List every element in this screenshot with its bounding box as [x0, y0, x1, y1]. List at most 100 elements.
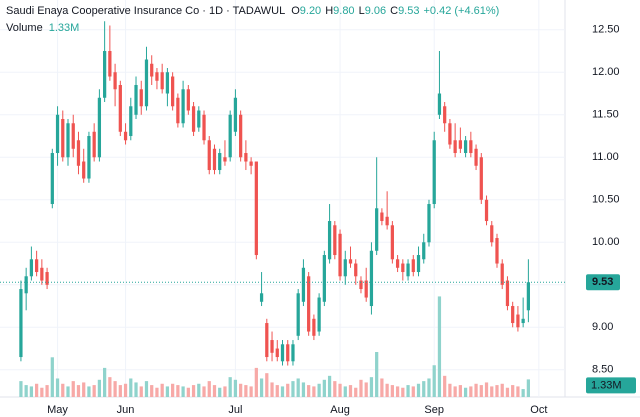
volume-bar: [416, 383, 421, 397]
candle-body: [511, 306, 515, 324]
candle-body: [212, 148, 217, 171]
candle-body: [484, 199, 489, 222]
volume-bar: [223, 386, 227, 397]
y-tick-label: 9.00: [592, 321, 613, 333]
candle-body: [29, 259, 34, 277]
x-tick-label: Jul: [228, 404, 242, 416]
candle-body: [197, 110, 201, 128]
volume-bar: [259, 378, 264, 397]
candle-body: [380, 212, 384, 222]
volume-bar: [228, 377, 232, 397]
candle-body: [469, 140, 473, 154]
candle-body: [286, 344, 290, 362]
candle-body: [275, 348, 279, 358]
volume-bar: [29, 386, 34, 397]
candle-body: [181, 89, 185, 124]
volume-bar: [134, 382, 138, 397]
candle-body: [233, 97, 238, 132]
volume-bar: [275, 385, 279, 397]
candle-body: [76, 140, 81, 166]
candle-body: [343, 259, 347, 277]
y-tick-label: 8.50: [592, 364, 613, 376]
volume-legend-value: 1.33M: [49, 22, 80, 34]
volume-bar: [165, 386, 170, 397]
volume-bar: [239, 383, 243, 397]
candle-body: [432, 140, 436, 205]
candle-body: [348, 259, 353, 264]
volume-bar: [66, 386, 70, 397]
high-value: 9.80: [333, 5, 354, 17]
candle-body: [458, 140, 462, 149]
candle-body: [108, 51, 112, 77]
candle-body: [66, 123, 70, 158]
open-label: O: [291, 5, 300, 17]
candle-body: [296, 293, 300, 336]
candle-body: [327, 221, 332, 260]
volume-bar: [458, 385, 462, 397]
candle-body: [254, 161, 258, 256]
volume-bar: [359, 379, 363, 397]
symbol-title: Saudi Enaya Cooperative Insurance Co · 1…: [6, 5, 285, 17]
volume-bar: [291, 381, 295, 397]
candle-body: [113, 72, 117, 90]
volume-bar: [181, 386, 185, 397]
volume-bar: [286, 383, 290, 397]
candle-body: [82, 161, 86, 179]
volume-bar: [411, 386, 415, 397]
candle-body: [92, 131, 96, 158]
candle-body: [150, 63, 154, 77]
volume-legend: Volume 1.33M: [6, 22, 79, 34]
candle-body: [490, 225, 494, 243]
low-value: 9.06: [365, 5, 386, 17]
candle-body: [369, 250, 374, 307]
volume-bar: [202, 386, 206, 397]
volume-bar: [249, 386, 253, 397]
candle-body: [103, 51, 107, 98]
x-tick-label: Oct: [530, 404, 547, 416]
candle-body: [333, 225, 337, 256]
volume-bar: [432, 365, 436, 397]
volume-bar: [207, 381, 211, 397]
volume-bar: [511, 385, 515, 397]
candle-body: [34, 259, 39, 273]
candle-body: [463, 140, 468, 154]
candle-body: [61, 119, 65, 158]
volume-bar: [390, 385, 394, 397]
candle-body: [474, 148, 478, 166]
volume-bar: [301, 382, 306, 397]
candle-body: [50, 153, 54, 205]
volume-bar: [505, 387, 510, 397]
volume-bar: [254, 367, 258, 397]
volume-bar: [401, 387, 405, 397]
candle-body: [500, 263, 504, 285]
candle-body: [375, 208, 379, 251]
candle-body: [401, 263, 405, 273]
candle-body: [155, 72, 159, 81]
last-price-label: 9.53: [592, 276, 613, 288]
y-tick-label: 10.00: [592, 236, 620, 248]
volume-bar: [50, 357, 54, 397]
volume-bar: [87, 386, 91, 397]
volume-bar: [437, 296, 442, 397]
candle-body: [479, 157, 483, 200]
volume-bar: [385, 383, 389, 397]
candle-body: [118, 85, 122, 132]
volume-bar: [108, 377, 112, 397]
y-tick-label: 11.00: [592, 151, 619, 163]
volume-bar: [71, 381, 75, 397]
volume-bar: [500, 383, 504, 397]
volume-bar: [422, 381, 426, 397]
candle-body: [123, 131, 128, 141]
volume-bar: [280, 386, 285, 397]
volume-bar: [233, 379, 238, 397]
y-tick-label: 12.00: [592, 66, 620, 78]
volume-bar: [453, 386, 457, 397]
candle-body: [301, 267, 306, 302]
y-tick-label: 11.50: [592, 109, 619, 121]
candle-body: [516, 314, 520, 328]
candle-body: [307, 276, 311, 332]
volume-bar: [395, 386, 400, 397]
candle-body: [422, 242, 426, 260]
candle-body: [364, 280, 368, 298]
volume-bar: [495, 385, 499, 397]
